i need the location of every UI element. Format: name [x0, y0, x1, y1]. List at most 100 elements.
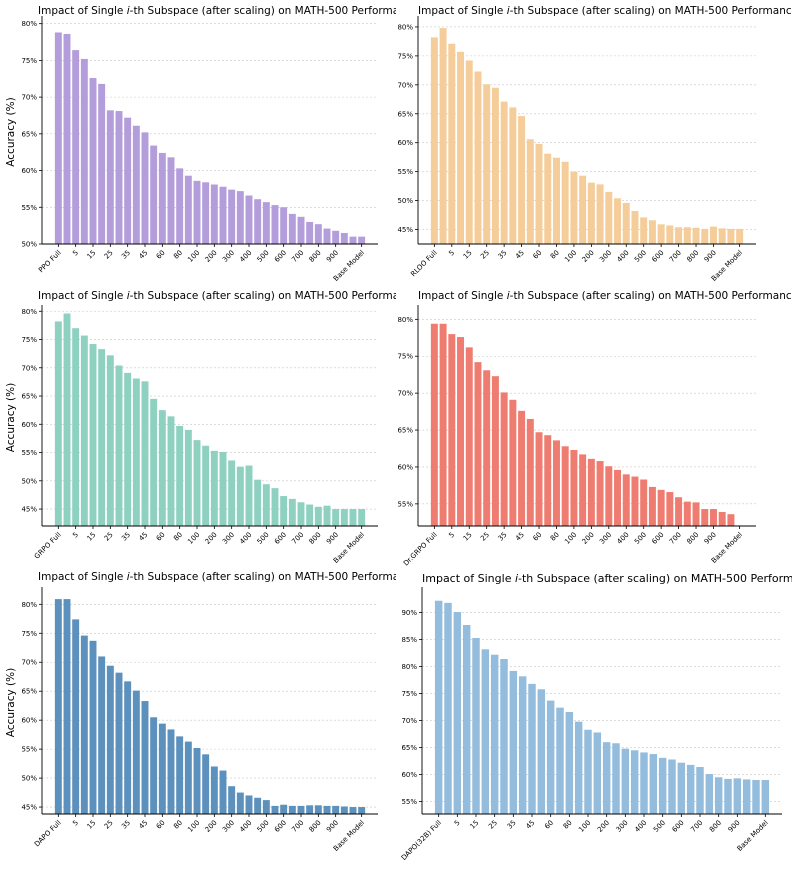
x-tick-label: DAPO Full — [33, 819, 63, 849]
x-tick-label: 900 — [703, 531, 718, 546]
chart-panel-rloo: Impact of Single i-th Subspace (after sc… — [381, 0, 792, 294]
bar — [63, 313, 71, 526]
x-tick-label: 5 — [71, 249, 80, 258]
bar — [158, 723, 166, 814]
bar — [537, 689, 546, 814]
bar — [236, 191, 244, 244]
bar — [176, 168, 184, 244]
bar — [649, 754, 658, 814]
bar — [526, 418, 534, 526]
bar — [332, 509, 340, 526]
x-tick-label: 60 — [155, 819, 167, 831]
bar — [686, 764, 695, 814]
x-tick-label: 700 — [689, 819, 704, 834]
bar — [631, 211, 639, 244]
y-tick-label: 55% — [21, 204, 37, 212]
x-tick-label: 100 — [186, 249, 201, 264]
x-tick-label: 60 — [531, 531, 543, 543]
chart-panel-drgrpo: Impact of Single i-th Subspace (after sc… — [381, 287, 792, 581]
y-tick-label: 90% — [401, 609, 417, 617]
bar — [115, 111, 123, 245]
bar — [500, 101, 508, 245]
y-tick-label: 65% — [21, 688, 37, 696]
bar — [648, 220, 656, 244]
bar — [630, 750, 639, 814]
x-tick-label: 600 — [650, 531, 665, 546]
x-tick-label: 15 — [462, 531, 474, 543]
x-tick-label: 60 — [155, 249, 167, 261]
bar — [465, 347, 473, 526]
x-tick-label: 800 — [308, 249, 323, 264]
x-tick-label: Dr.GRPO Full — [402, 531, 439, 568]
bar — [500, 392, 508, 526]
chart-panel-dapo: Impact of Single i-th Subspace (after sc… — [0, 571, 418, 875]
x-tick-label: 400 — [238, 249, 253, 264]
x-tick-label: 700 — [290, 819, 305, 834]
x-tick-label: 600 — [273, 531, 288, 546]
bar — [490, 654, 499, 814]
x-tick-label: 25 — [487, 819, 499, 831]
bar — [132, 125, 140, 244]
x-tick-label: 80 — [172, 819, 184, 831]
bar — [709, 509, 717, 526]
x-tick-label: 800 — [685, 249, 700, 264]
bar — [528, 683, 536, 814]
x-tick-label: 600 — [273, 819, 288, 834]
bar — [472, 637, 480, 814]
bar — [474, 362, 482, 526]
chart-title: Impact of Single i-th Subspace (after sc… — [418, 290, 792, 302]
chart-title: Impact of Single i-th Subspace (after sc… — [418, 5, 792, 17]
bar — [761, 779, 770, 814]
x-tick-label: 400 — [616, 531, 631, 546]
bar — [640, 217, 648, 244]
bar — [202, 445, 210, 526]
bar — [718, 511, 726, 526]
chart-panel-grpo: Impact of Single i-th Subspace (after sc… — [0, 287, 418, 581]
bar — [167, 416, 175, 526]
bar — [683, 501, 691, 526]
bar — [323, 505, 331, 526]
bar — [98, 349, 106, 526]
bar — [465, 60, 473, 244]
bar — [306, 504, 314, 526]
bar — [288, 805, 296, 814]
bar — [124, 681, 132, 814]
bar — [675, 227, 683, 244]
bar — [280, 207, 288, 244]
y-tick-label: 60% — [397, 139, 413, 147]
x-tick-label: 35 — [120, 819, 132, 831]
y-tick-label: 65% — [401, 744, 417, 752]
bar — [202, 182, 210, 244]
x-tick-label: 700 — [290, 531, 305, 546]
y-tick-label: 55% — [401, 798, 417, 806]
bar — [280, 496, 288, 526]
bar — [709, 226, 717, 244]
x-tick-label: 700 — [290, 249, 305, 264]
y-tick-label: 80% — [21, 20, 37, 28]
bar — [288, 498, 296, 526]
y-tick-label: 80% — [21, 601, 37, 609]
bar — [727, 514, 735, 526]
bar — [570, 171, 578, 244]
bar — [124, 117, 132, 244]
y-tick-label: 70% — [21, 364, 37, 372]
bar — [63, 599, 71, 814]
x-tick-label: 5 — [447, 531, 456, 540]
bar — [579, 175, 587, 244]
x-tick-label: 800 — [708, 819, 723, 834]
y-tick-label: 70% — [21, 659, 37, 667]
x-tick-label: 900 — [727, 819, 742, 834]
chart-panel-dapo-32b: Impact of Single i-th Subspace (after sc… — [385, 571, 792, 875]
bar — [210, 184, 218, 244]
x-tick-label: 5 — [71, 819, 80, 828]
x-tick-label: 500 — [633, 531, 648, 546]
bar — [596, 184, 604, 244]
y-tick-label: 45% — [397, 226, 413, 234]
bar — [176, 736, 184, 814]
bar — [184, 175, 192, 244]
bar — [677, 762, 686, 814]
bar — [683, 227, 691, 244]
bar — [544, 435, 552, 526]
y-tick-label: 55% — [397, 500, 413, 508]
bar — [742, 779, 751, 814]
